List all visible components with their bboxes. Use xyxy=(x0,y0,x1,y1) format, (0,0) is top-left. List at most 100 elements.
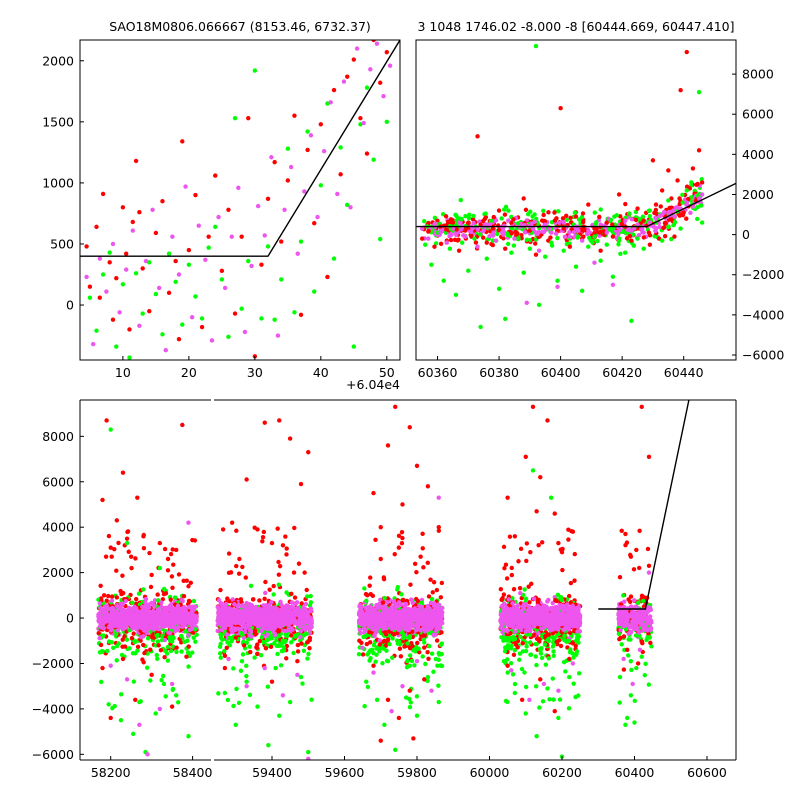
green-point xyxy=(191,635,196,640)
red-point xyxy=(422,633,427,638)
green-point xyxy=(174,649,179,655)
red-point xyxy=(380,600,386,605)
green-point xyxy=(222,690,228,696)
red-point xyxy=(382,638,387,644)
magenta-point xyxy=(103,604,108,609)
green-point xyxy=(699,220,705,225)
red-point xyxy=(120,573,125,578)
red-point xyxy=(415,640,420,646)
red-point xyxy=(502,566,507,571)
magenta-point xyxy=(249,263,254,269)
magenta-point xyxy=(436,495,441,500)
red-point xyxy=(647,233,653,238)
magenta-point xyxy=(179,613,184,618)
green-point xyxy=(173,279,178,285)
green-point xyxy=(672,219,678,225)
red-point xyxy=(188,580,193,586)
green-point xyxy=(180,322,185,327)
green-point xyxy=(246,258,251,264)
magenta-point xyxy=(487,222,493,227)
green-point xyxy=(523,684,529,690)
magenta-point xyxy=(242,329,248,335)
red-point xyxy=(186,247,192,253)
red-point xyxy=(566,593,572,599)
red-point xyxy=(133,596,139,602)
red-point xyxy=(422,677,427,682)
magenta-point xyxy=(163,348,168,353)
red-point xyxy=(533,241,538,246)
green-point xyxy=(573,264,579,269)
green-point xyxy=(308,593,313,599)
magenta-point xyxy=(145,752,150,757)
magenta-point xyxy=(134,627,139,632)
red-point xyxy=(435,218,440,223)
green-point xyxy=(154,633,160,638)
red-point xyxy=(128,554,134,559)
red-point xyxy=(224,645,229,651)
red-point xyxy=(560,567,565,573)
green-point xyxy=(247,644,252,649)
magenta-point xyxy=(262,233,267,238)
green-point xyxy=(564,217,569,222)
red-point xyxy=(170,585,175,590)
red-point xyxy=(149,672,154,678)
red-point xyxy=(279,239,284,244)
red-point xyxy=(240,564,245,570)
red-point xyxy=(422,645,427,650)
red-point xyxy=(392,552,397,557)
green-point xyxy=(112,703,117,709)
red-point xyxy=(378,556,383,562)
green-point xyxy=(265,244,271,249)
red-point xyxy=(377,642,382,647)
magenta-point xyxy=(450,226,456,231)
red-point xyxy=(288,633,294,638)
red-point xyxy=(299,641,304,646)
magenta-point xyxy=(567,230,572,235)
magenta-point xyxy=(123,621,128,626)
green-point xyxy=(255,704,260,709)
red-point xyxy=(430,590,435,595)
red-point xyxy=(100,497,105,503)
red-point xyxy=(292,595,298,600)
green-point xyxy=(429,651,435,656)
red-point xyxy=(399,530,405,535)
red-point xyxy=(695,181,700,187)
green-point xyxy=(373,659,378,664)
green-point xyxy=(627,211,632,216)
green-point xyxy=(277,713,282,718)
magenta-point xyxy=(381,93,386,99)
red-point xyxy=(307,645,312,651)
magenta-point xyxy=(124,677,130,682)
red-point xyxy=(448,217,454,222)
magenta-point xyxy=(179,597,184,603)
green-point xyxy=(598,207,603,212)
green-point xyxy=(239,306,244,311)
green-point xyxy=(238,668,244,673)
red-point xyxy=(267,587,272,592)
red-point xyxy=(526,584,531,589)
magenta-point xyxy=(137,323,142,329)
red-point xyxy=(133,556,138,561)
red-point xyxy=(662,220,668,226)
green-point xyxy=(598,258,603,263)
magenta-point xyxy=(302,189,307,194)
red-point xyxy=(501,236,506,241)
green-point xyxy=(523,648,529,654)
red-point xyxy=(302,570,307,575)
red-point xyxy=(398,654,404,659)
green-point xyxy=(551,649,556,654)
red-point xyxy=(439,580,445,586)
red-point xyxy=(112,546,117,552)
x-axis-tick-label: 60380 xyxy=(479,365,519,380)
green-point xyxy=(219,277,225,282)
magenta-point xyxy=(138,619,144,624)
red-point xyxy=(158,647,164,653)
green-point xyxy=(547,697,552,702)
green-point xyxy=(616,242,621,247)
magenta-point xyxy=(536,248,542,253)
magenta-point xyxy=(426,236,431,241)
red-point xyxy=(157,540,163,546)
magenta-point xyxy=(456,220,462,225)
magenta-point xyxy=(429,688,434,693)
magenta-point xyxy=(216,214,221,220)
